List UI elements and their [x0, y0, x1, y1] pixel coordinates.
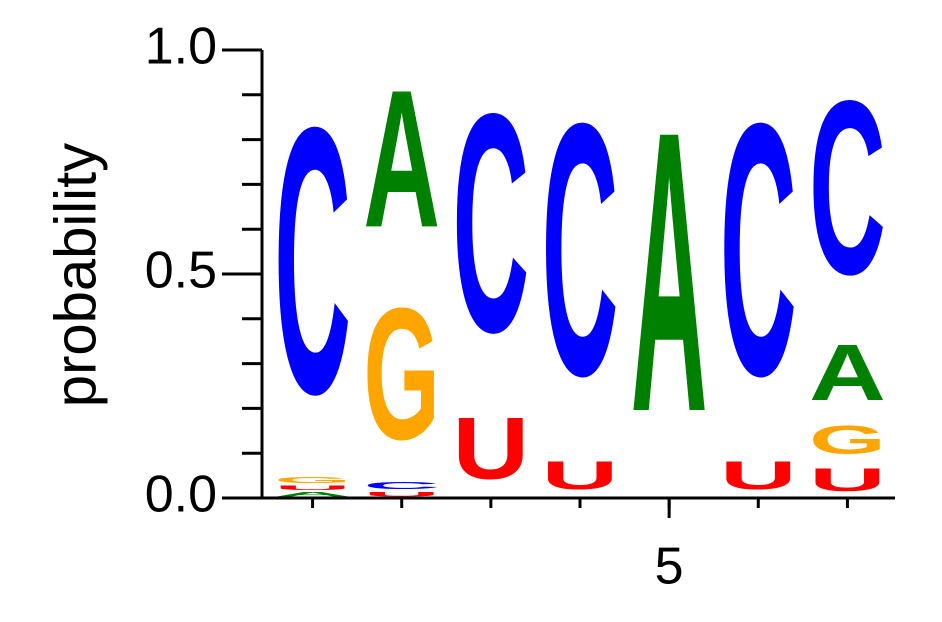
logo-letter: C	[542, 50, 619, 452]
logo-letter: C	[453, 50, 530, 398]
logo-letter: C	[809, 50, 886, 327]
logo-letter: C	[363, 480, 440, 491]
y-tick-label: 0.5	[145, 242, 217, 300]
y-axis-label: probability	[43, 143, 108, 407]
x-tick-label: 5	[655, 538, 684, 596]
logo-letter: C	[274, 49, 351, 474]
logo-letter: A	[809, 327, 886, 416]
logo-letter: C	[720, 50, 797, 452]
logo-letter: U	[453, 399, 530, 497]
logo-letter: A	[274, 491, 351, 498]
logo-letter: G	[363, 268, 440, 478]
logo-letter: U	[542, 453, 619, 498]
y-tick-label: 0.0	[145, 466, 217, 524]
logo-letter: G	[274, 476, 351, 485]
logo-letter: U	[720, 453, 797, 498]
logo-letter: A	[363, 50, 440, 269]
logo-letter: U	[809, 462, 886, 498]
logo-letter: U	[274, 485, 351, 492]
logo-letter: A	[631, 49, 708, 496]
logo-letter: U	[363, 491, 440, 498]
logo-letter: G	[809, 417, 886, 462]
y-tick-label: 1.0	[145, 18, 217, 76]
